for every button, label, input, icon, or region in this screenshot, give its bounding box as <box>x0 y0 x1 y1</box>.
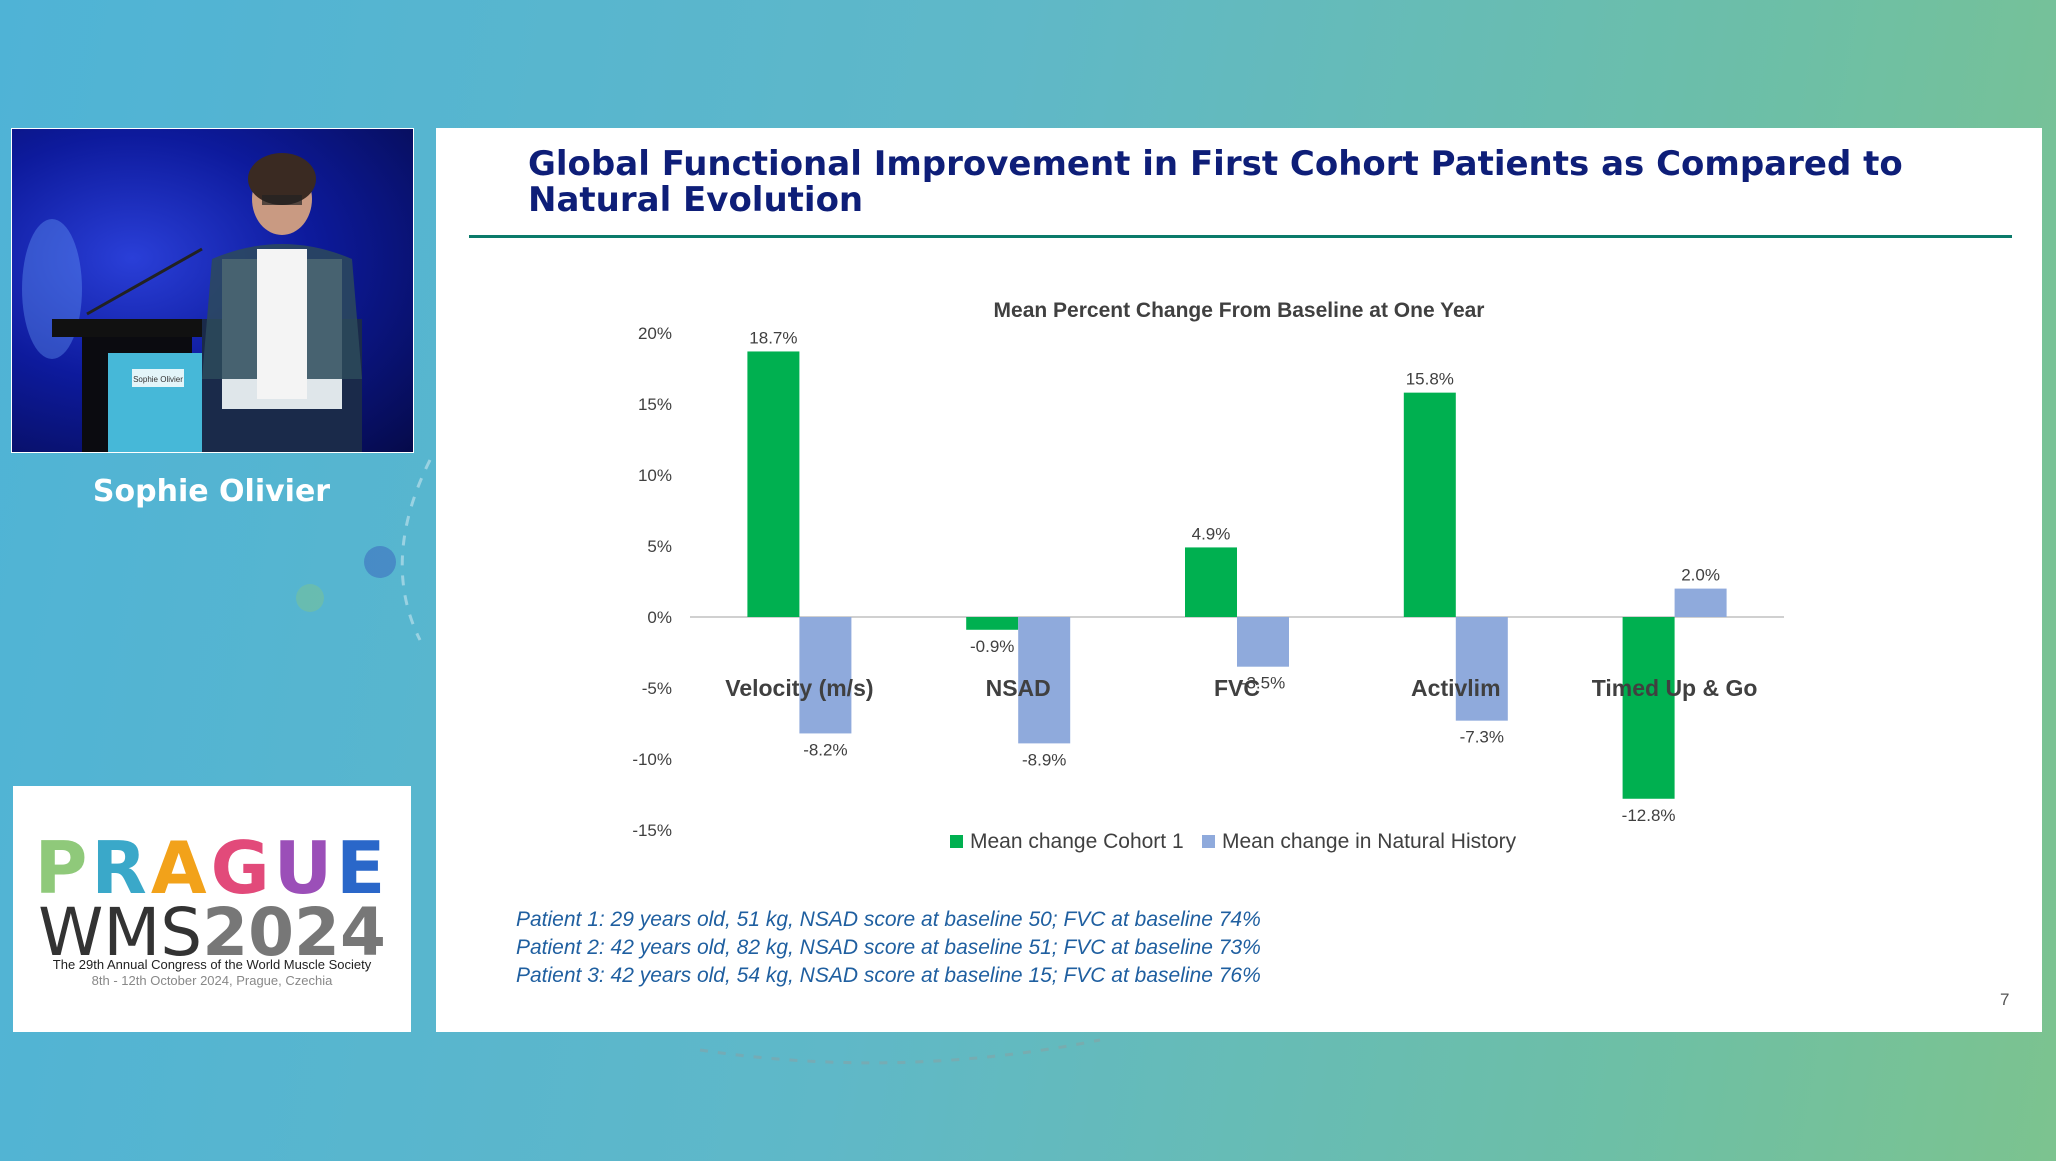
logo-letter: R <box>91 826 151 910</box>
bar-natural-history <box>1237 617 1289 667</box>
y-tick-label: -15% <box>632 821 672 840</box>
patient-note: Patient 3: 42 years old, 54 kg, NSAD sco… <box>516 964 1261 987</box>
legend-swatch <box>1202 835 1215 848</box>
logo-prague: PRAGUE <box>13 826 411 910</box>
legend-swatch <box>950 835 963 848</box>
logo-wms: WMS <box>38 894 203 971</box>
title-divider <box>469 235 2012 238</box>
bar-chart: Mean Percent Change From Baseline at One… <box>632 299 1784 853</box>
category-label: Timed Up & Go <box>1592 675 1758 701</box>
bar-cohort <box>1185 547 1237 617</box>
logo-subtitle: The 29th Annual Congress of the World Mu… <box>52 957 372 972</box>
logo-letter: P <box>34 826 92 910</box>
y-tick-label: 0% <box>647 608 672 627</box>
patient-note: Patient 1: 29 years old, 51 kg, NSAD sco… <box>516 908 1261 931</box>
logo-dates: 8th - 12th October 2024, Prague, Czechia <box>91 973 333 988</box>
logo-letter: E <box>336 826 390 910</box>
patient-note: Patient 2: 42 years old, 82 kg, NSAD sco… <box>516 936 1261 959</box>
bar-cohort <box>966 617 1019 630</box>
bar-cohort <box>747 351 800 617</box>
data-label: 2.0% <box>1681 566 1720 585</box>
data-label: -7.3% <box>1460 728 1504 747</box>
y-tick-label: -10% <box>632 750 672 769</box>
speaker-name: Sophie Olivier <box>92 474 331 509</box>
speaker-video: Sophie Olivier <box>11 128 414 453</box>
category-label: NSAD <box>986 675 1051 701</box>
data-label: 18.7% <box>749 328 797 347</box>
congress-logo: PRAGUE WMS2024 The 29th Annual Congress … <box>13 786 411 1032</box>
page-number: 7 <box>2000 990 2010 1009</box>
bar-natural-history <box>1674 588 1727 617</box>
logo-letter: U <box>273 826 337 910</box>
category-label: FVC <box>1214 675 1260 701</box>
y-tick-label: 20% <box>638 324 672 343</box>
data-label: 4.9% <box>1192 524 1231 543</box>
bar-natural-history <box>799 617 852 734</box>
bar-cohort <box>1622 617 1675 799</box>
data-label: -12.8% <box>1622 806 1676 825</box>
logo-letter: A <box>150 826 211 910</box>
y-tick-label: 10% <box>638 466 672 485</box>
y-tick-label: 5% <box>647 537 672 556</box>
data-label: 15.8% <box>1406 370 1454 389</box>
bar-natural-history <box>1018 617 1071 744</box>
data-label: -0.9% <box>970 637 1014 656</box>
y-tick-label: 15% <box>638 395 672 414</box>
bar-natural-history <box>1455 617 1508 721</box>
chart-title: Mean Percent Change From Baseline at One… <box>994 299 1485 322</box>
podium-label: Sophie Olivier <box>133 375 183 384</box>
logo-wms2024: WMS2024 <box>13 894 411 971</box>
legend-label: Mean change in Natural History <box>1222 830 1517 853</box>
category-label: Activlim <box>1411 675 1500 701</box>
bar-cohort <box>1403 392 1456 617</box>
category-label: Velocity (m/s) <box>725 675 873 701</box>
speaker-video-frame: Sophie Olivier <box>22 153 362 452</box>
patient-notes: Patient 1: 29 years old, 51 kg, NSAD sco… <box>516 906 1261 990</box>
logo-letter: G <box>210 826 274 910</box>
logo-year: 2024 <box>202 894 386 971</box>
data-label: -8.9% <box>1022 750 1066 769</box>
y-tick-label: -5% <box>642 679 672 698</box>
presentation-slide: Global Functional Improvement in First C… <box>436 128 2042 1032</box>
legend-label: Mean change Cohort 1 <box>970 830 1184 853</box>
data-label: -8.2% <box>803 740 847 759</box>
data-label: -3.5% <box>1241 674 1285 693</box>
slide-title: Global Functional Improvement in First C… <box>528 144 1903 220</box>
